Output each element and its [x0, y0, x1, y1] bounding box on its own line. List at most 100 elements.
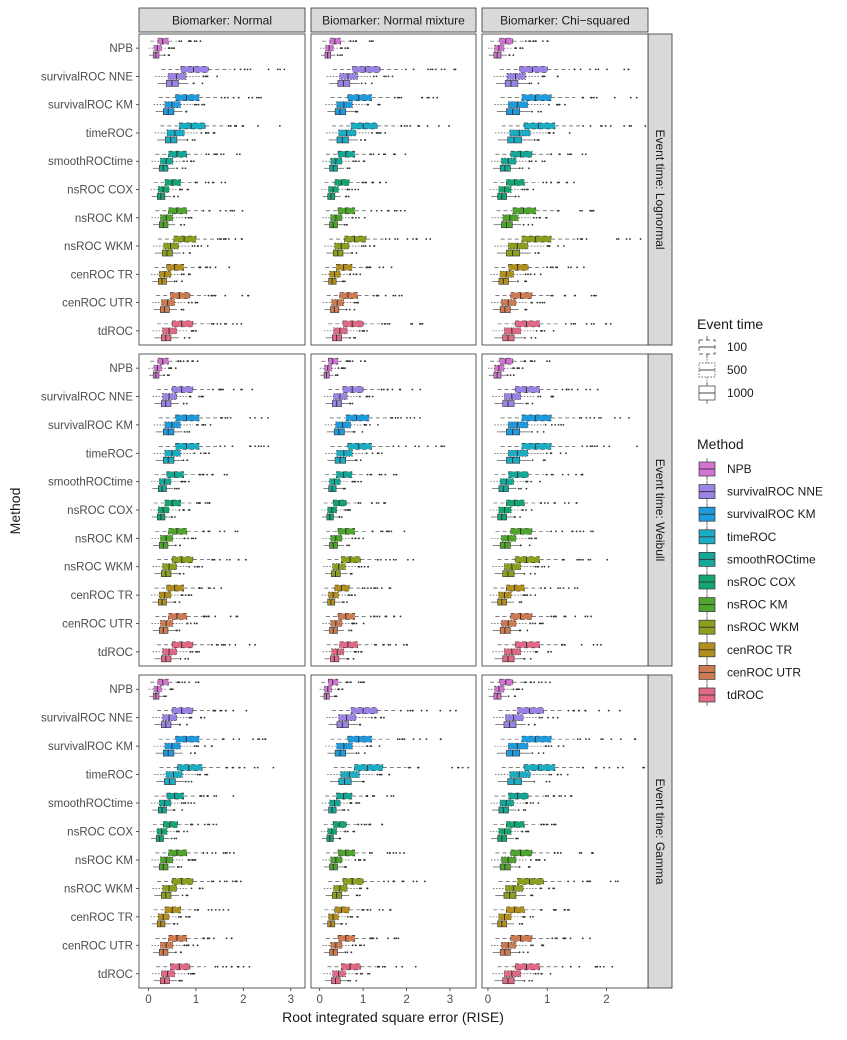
y-tick-label: nsROC COX	[67, 185, 133, 197]
outlier-point	[394, 417, 397, 419]
outlier-point	[399, 615, 402, 618]
outlier-point	[352, 40, 355, 43]
y-tick-label: tdROC	[98, 647, 133, 659]
box-body	[339, 73, 358, 80]
outlier-point	[534, 40, 537, 43]
box-nsroc-cox-n100	[493, 499, 578, 507]
box-npb-n100	[490, 357, 551, 365]
box-body	[514, 386, 540, 393]
outlier-point	[410, 322, 412, 325]
box-body	[505, 821, 525, 828]
outlier-point	[199, 266, 202, 269]
outlier-point	[600, 417, 602, 419]
outlier-point	[402, 643, 405, 646]
box-cenroc-utr-n100	[495, 292, 597, 299]
y-tick-label: nsROC WKM	[64, 562, 133, 574]
outlier-point	[520, 487, 522, 490]
outlier-point	[165, 695, 167, 698]
outlier-point	[203, 716, 206, 719]
box-body	[514, 641, 540, 649]
outlier-point	[521, 830, 524, 833]
outlier-point	[628, 125, 631, 127]
outlier-point	[542, 752, 545, 755]
outlier-point	[550, 452, 553, 455]
outlier-point	[553, 852, 556, 854]
box-survivalroc-km-n1000	[155, 749, 196, 757]
outlier-point	[218, 908, 221, 911]
outlier-point	[347, 509, 349, 511]
box-nsroc-wkm-n100	[328, 878, 426, 885]
outlier-point	[547, 565, 550, 568]
outlier-point	[182, 459, 185, 462]
box-nsroc-wkm-n1000	[325, 892, 361, 899]
box-tdroc-n500	[322, 648, 363, 656]
outlier-point	[256, 96, 258, 99]
box-body	[505, 714, 524, 721]
outlier-point	[625, 238, 628, 240]
box-body	[499, 357, 514, 365]
outlier-point	[515, 688, 518, 691]
outlier-point	[400, 125, 403, 127]
box-body	[517, 878, 544, 885]
box-body	[336, 792, 353, 800]
outlier-point	[527, 402, 529, 405]
y-tick-label: tdROC	[98, 326, 133, 338]
outlier-point	[220, 587, 223, 589]
outlier-point	[527, 223, 530, 226]
box-tdroc-n100	[327, 963, 417, 971]
outlier-point	[448, 125, 450, 127]
outlier-point	[170, 688, 173, 691]
box-body	[508, 742, 529, 750]
outlier-point	[526, 188, 529, 191]
outlier-point	[573, 880, 576, 883]
outlier-point	[418, 322, 421, 325]
outlier-point	[371, 530, 374, 533]
box-nsroc-cox-n1000	[322, 835, 342, 842]
box-npb-n500	[487, 44, 524, 52]
box-nsroc-wkm-n100	[157, 235, 243, 243]
outlier-point	[540, 887, 543, 890]
outlier-point	[534, 336, 537, 339]
box-survivalroc-km-n100	[158, 414, 269, 422]
outlier-point	[582, 530, 585, 533]
outlier-point	[346, 360, 349, 363]
outlier-point	[550, 773, 553, 776]
outlier-point	[581, 445, 584, 448]
outlier-point	[542, 944, 545, 947]
column-strip-label: Biomarker: Normal mixture	[322, 14, 465, 28]
box-nsroc-wkm-n500	[153, 242, 209, 250]
outlier-point	[542, 459, 545, 462]
box-body	[521, 414, 552, 422]
outlier-point	[378, 745, 381, 748]
box-timeroc-n500	[325, 449, 383, 457]
outlier-point	[257, 125, 259, 127]
box-nsroc-wkm-n1000	[326, 249, 358, 257]
outlier-point	[223, 96, 226, 99]
outlier-point	[345, 922, 348, 925]
box-npb-n500	[148, 364, 177, 372]
outlier-point	[201, 587, 203, 589]
outlier-point	[561, 388, 564, 391]
y-tick-label: cenROC TR	[71, 912, 133, 924]
outlier-point	[394, 643, 397, 646]
box-npb-n100	[321, 678, 365, 686]
box-nsroc-cox-n1000	[491, 193, 520, 200]
outlier-point	[178, 572, 181, 575]
box-survivalroc-km-n100	[500, 735, 637, 743]
box-body	[506, 428, 521, 436]
outlier-point	[359, 459, 362, 462]
outlier-point	[355, 979, 358, 982]
outlier-point	[166, 374, 169, 377]
outlier-point	[532, 40, 535, 43]
outlier-point	[395, 852, 398, 854]
outlier-point	[584, 709, 587, 712]
outlier-point	[405, 417, 408, 419]
panel-event-time-gamma-biomarker-normal-mixture	[310, 674, 477, 989]
outlier-point	[590, 96, 593, 99]
outlier-point	[182, 402, 185, 405]
outlier-point	[609, 322, 612, 325]
outlier-point	[532, 216, 535, 219]
outlier-point	[185, 110, 188, 113]
box-nsroc-wkm-n500	[152, 885, 204, 892]
y-tick-label: cenROC UTR	[62, 618, 133, 630]
